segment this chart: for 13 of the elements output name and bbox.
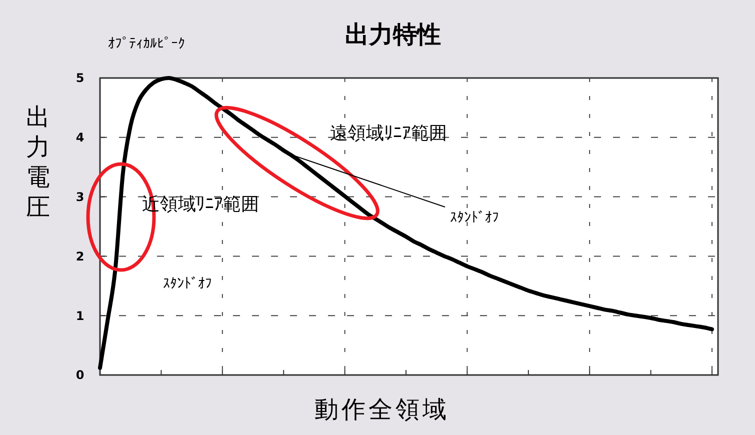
text: ｵﾌﾟﾃｨｶﾙﾋﾟｰｸ [108,36,185,52]
y-tick-label: 3 [76,190,84,204]
chart-title: 出力特性 [345,20,441,49]
line-series [98,76,714,370]
annotation: ｽﾀﾝﾄﾞｵﾌ [163,276,212,292]
y-axis-title: 出力電圧 [26,103,50,221]
annotation: ｽﾀﾝﾄﾞｵﾌ [450,210,499,226]
y-tick-label: 2 [76,249,84,264]
y-tick-label: 1 [76,308,84,323]
y-tick-label: 0 [76,368,84,382]
y-tick-label: 4 [76,130,84,145]
x-axis-title: 動作全領域 [314,396,450,424]
y-tick-label: 5 [76,71,84,86]
